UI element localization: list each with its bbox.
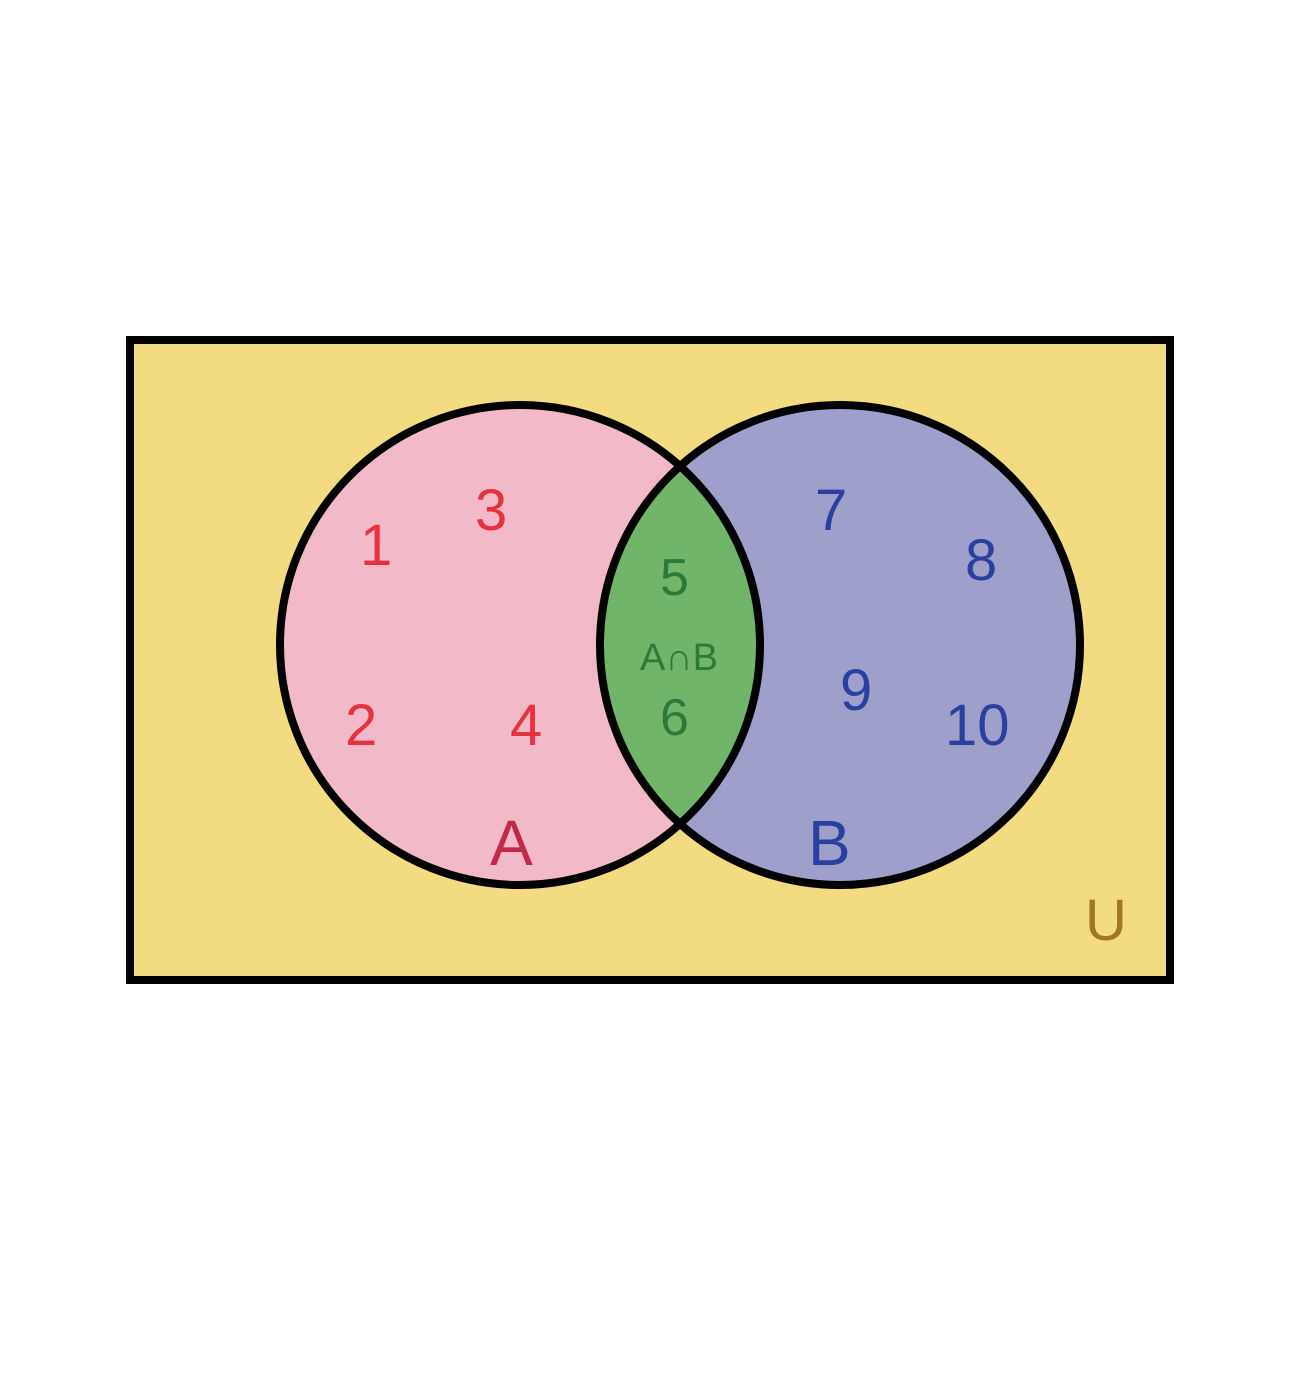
- set-b-label: B: [808, 807, 851, 879]
- set-element: 7: [815, 478, 847, 543]
- set-a-label: A: [490, 807, 533, 879]
- set-element: 8: [965, 528, 997, 593]
- universe-label: U: [1085, 888, 1127, 953]
- set-element: 4: [510, 693, 542, 758]
- venn-diagram: U A B A∩B 1 3 2 4 5 6 7 8 9 10: [0, 0, 1300, 1390]
- set-element: 3: [475, 478, 507, 543]
- set-element: 1: [360, 513, 392, 578]
- set-element: 2: [345, 693, 377, 758]
- set-element: 10: [945, 693, 1010, 758]
- set-element: 9: [840, 658, 872, 723]
- intersection-label: A∩B: [640, 637, 718, 679]
- set-element: 5: [660, 549, 689, 607]
- set-element: 6: [660, 689, 689, 747]
